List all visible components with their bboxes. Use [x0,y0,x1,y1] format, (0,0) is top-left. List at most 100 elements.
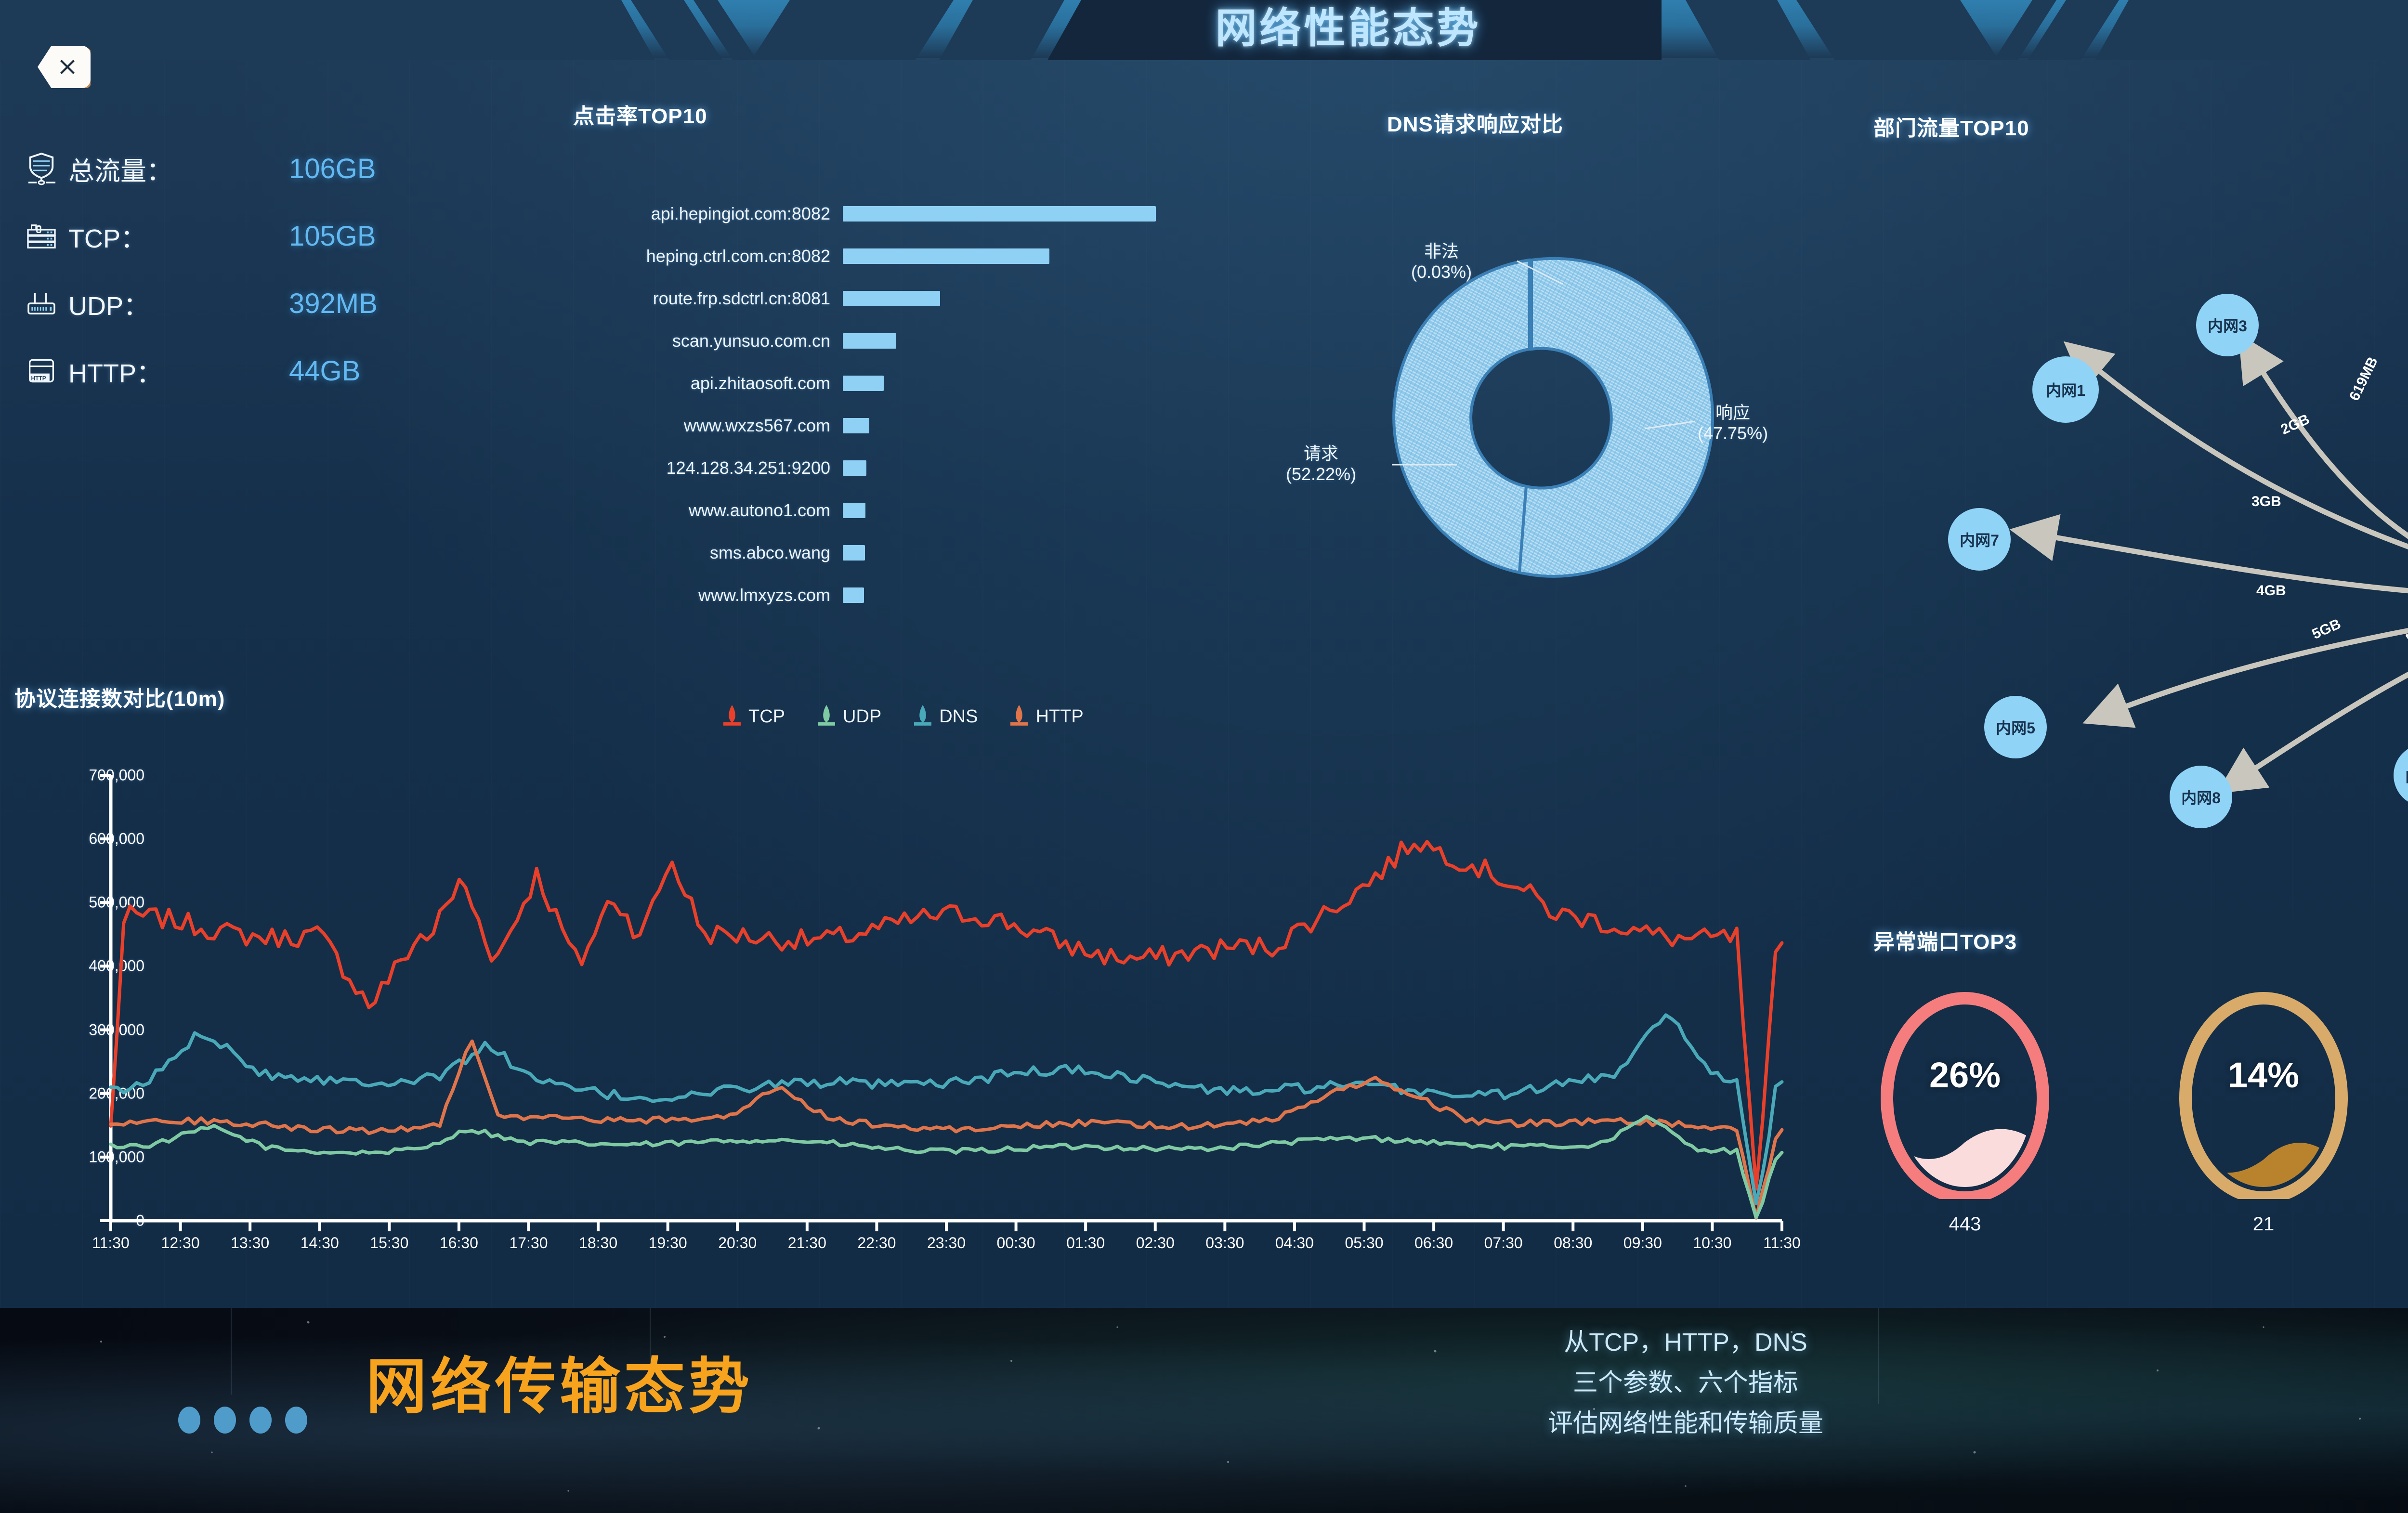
gauge-port-label: 443 [1949,1213,1981,1235]
graph-node-intranet1[interactable]: 内网1 [2032,356,2099,423]
top10-bar [843,503,865,518]
page-title: 网络性能态势 [1215,5,1481,52]
gauge-percent: 26% [1929,1055,2001,1095]
line-series-DNS [109,1013,1784,1206]
x-tick-label: 19:30 [648,1234,687,1252]
top10-bar [843,545,865,561]
legend-item[interactable]: UDP [817,703,881,730]
x-tick-label: 09:30 [1623,1234,1662,1252]
legend-item[interactable]: TCP [722,703,785,730]
legend-marker-icon [818,705,835,726]
x-tick-label: 16:30 [439,1234,478,1252]
y-tick-label: 700,000 [89,766,144,784]
top10-row[interactable]: scan.yunsuo.com.cn [554,320,1180,362]
line-panel-title: 协议连接数对比(10m) [14,687,225,711]
router-icon [19,290,64,316]
click-rate-top10-chart: api.hepingiot.com:8082 heping.ctrl.com.cn… [554,193,1180,616]
dashboard-body: 网络性能态势 总流量： 106GB [0,0,2408,1308]
legend-label: HTTP [1035,706,1084,727]
top10-bar [843,206,1156,222]
legend-label: TCP [748,706,785,727]
x-tick-label: 13:30 [231,1234,270,1252]
banner-dots-decoration [178,1407,307,1434]
gauge-port-label: 21 [2252,1213,2275,1235]
starfield-decoration [100,1308,2361,1492]
dns-panel-title: DNS请求响应对比 [1387,113,1563,136]
banner-line-2: 三个参数、六个指标 [1572,1369,1798,1397]
gauge-item[interactable]: 14% 21 [2162,973,2365,1235]
edge-label-4gb: 4GB [2256,583,2286,599]
gauge-item[interactable]: 26% 443 [1864,973,2066,1235]
stat-value: 106GB [289,153,376,184]
legend-label: UDP [843,706,882,727]
x-tick-label: 05:30 [1345,1234,1384,1252]
top10-row[interactable]: route.frp.sdctrl.cn:8081 [554,277,1180,320]
y-tick-label: 100,000 [89,1148,144,1166]
top10-row[interactable]: api.zhitaosoft.com [554,362,1180,404]
graph-node-intranet7[interactable]: 内网7 [1948,508,2011,571]
top10-row[interactable]: api.hepingiot.com:8082 [554,193,1180,235]
ports-panel-title: 异常端口TOP3 [1873,930,2017,954]
x-tick-label: 01:30 [1066,1234,1105,1252]
y-axis-ticks: 0 100,000 200,000 300,000 400,000 500,000 600,… [0,689,144,1305]
header-decoration [0,0,2408,60]
graph-node-intranet8[interactable]: 内网8 [2170,766,2232,828]
x-tick-label: 11:30 [1763,1234,1801,1252]
bottom-banner: 网络传输态势 从TCP，HTTP，DNS 三个参数、六个指标 评估网络性能和传输… [0,1308,2408,1513]
x-tick-label: 10:30 [1693,1234,1732,1252]
x-tick-label: 06:30 [1414,1234,1453,1252]
gauge-ring [1881,992,2049,1204]
legend-item[interactable]: DNS [913,703,978,730]
stat-row-tcp: TCP： 105GB [19,202,462,270]
x-axis-ticks: 11:30 12:30 13:30 14:30 15:30 16:30 17:30 18:30… [0,689,1845,1305]
x-tick-label: 20:30 [718,1234,757,1252]
y-tick-label: 500,000 [89,893,144,911]
banner-line-3: 评估网络性能和传输质量 [1547,1409,1823,1438]
top10-row[interactable]: www.autono1.com [554,489,1180,532]
department-traffic-graph: 内网3 内网6 内网4 内网1 内网7 内网5 内网8 内网2 [1845,144,2408,867]
graph-node-intranet3[interactable]: 内网3 [2196,294,2259,356]
dept-panel-title: 部门流量TOP10 [1873,117,2029,140]
x-tick-label: 04:30 [1275,1234,1314,1252]
line-chart-legend: TCP UDP DNS HTTP [722,703,1084,730]
x-tick-label: 11:30 [92,1234,130,1252]
http-browser-icon: HTTP [19,357,64,385]
top10-row[interactable]: sms.abco.wang [554,532,1180,574]
y-tick-label: 400,000 [89,957,144,975]
graph-node-intranet5[interactable]: 内网5 [1984,696,2047,758]
stat-label: TCP： [68,224,146,253]
top10-row[interactable]: www.wxzs567.com [554,404,1180,447]
x-tick-label: 12:30 [161,1234,200,1252]
callout-line-illegal [1517,260,1563,285]
top10-label: www.wxzs567.com [683,416,830,435]
svg-text:HTTP: HTTP [31,375,46,382]
stat-label: HTTP： [68,359,162,388]
legend-item[interactable]: HTTP [1009,703,1084,730]
top10-bar [843,376,884,391]
top10-panel-title: 点击率TOP10 [573,104,707,128]
x-tick-label: 08:30 [1554,1234,1593,1252]
gauge-ring [2179,992,2348,1204]
protocol-connections-line-chart: TCP UDP DNS HTTP 0 100,000 200,000 300,000 400,… [0,689,1845,1305]
top10-label: route.frp.sdctrl.cn:8081 [653,288,830,308]
line-series-UDP [109,1114,1784,1219]
x-tick-label: 14:30 [300,1234,339,1252]
banner-title: 网络传输态势 [366,1353,753,1421]
top10-bar [843,460,866,476]
top10-label: 124.128.34.251:9200 [666,458,830,478]
x-tick-label: 23:30 [927,1234,966,1252]
top10-bar [843,291,940,306]
x-tick-label: 21:30 [787,1234,826,1252]
x-tick-label: 03:30 [1205,1234,1244,1252]
stat-label: 总流量： [68,157,172,186]
dns-donut-chart: 非法 (0.03%) 请求 (52.22%) 响应 (47.75%) [1286,193,1772,636]
legend-label: DNS [939,706,978,727]
legend-marker-icon [723,705,741,726]
stat-value: 44GB [289,355,361,387]
server-rack-icon [19,222,64,249]
top10-row[interactable]: 124.128.34.251:9200 [554,447,1180,489]
top10-row[interactable]: www.lmxyzs.com [554,574,1180,616]
top10-label: sms.abco.wang [709,543,830,562]
line-series-HTTP [109,1039,1784,1220]
top10-row[interactable]: heping.ctrl.com.cn:8082 [554,235,1180,277]
